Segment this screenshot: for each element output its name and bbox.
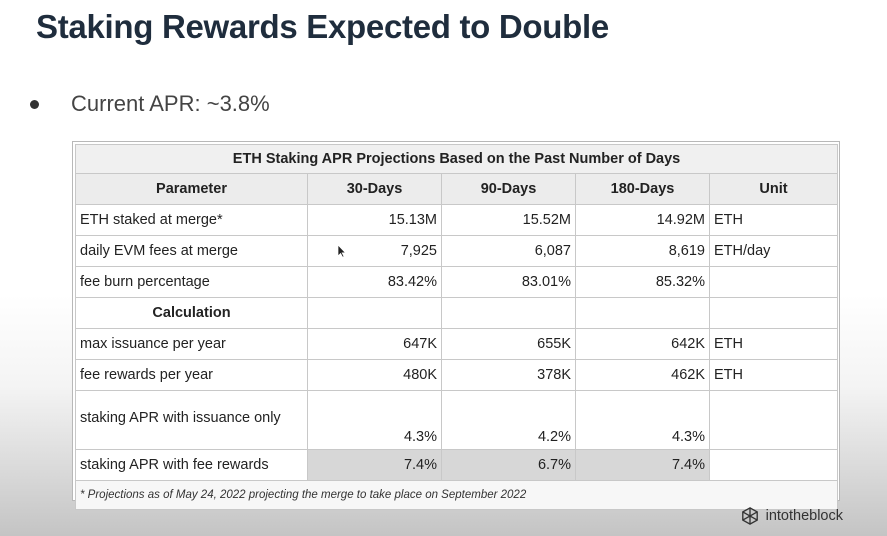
row-parameter: staking APR with issuance only bbox=[75, 390, 308, 450]
row-unit bbox=[708, 266, 839, 298]
table-row: staking APR with fee rewards 7.4% 6.7% 7… bbox=[75, 449, 839, 481]
row-value-180-days: 8,619 bbox=[575, 235, 710, 267]
table-footnote: * Projections as of May 24, 2022 project… bbox=[74, 480, 839, 510]
row-value-90-days: 378K bbox=[441, 359, 576, 391]
row-parameter: ETH staked at merge* bbox=[75, 204, 308, 236]
table-row: ETH staked at merge* 15.13M 15.52M 14.92… bbox=[75, 204, 839, 236]
header-30-days: 30-Days bbox=[307, 173, 442, 205]
empty-cell bbox=[441, 297, 576, 329]
apr-projection-table-container: ETH Staking APR Projections Based on the… bbox=[72, 141, 840, 510]
row-parameter: staking APR with fee rewards bbox=[75, 449, 308, 481]
table-title-row: ETH Staking APR Projections Based on the… bbox=[74, 144, 839, 174]
row-parameter: daily EVM fees at merge bbox=[75, 235, 308, 267]
row-value-180-days: 4.3% bbox=[575, 390, 710, 450]
row-value-30-days: 83.42% bbox=[307, 266, 442, 298]
brand-logo: intotheblock bbox=[741, 507, 843, 525]
mouse-pointer-icon bbox=[337, 244, 346, 258]
slide-title: Staking Rewards Expected to Double bbox=[36, 8, 609, 45]
row-value-90-days: 15.52M bbox=[441, 204, 576, 236]
footnote-row: * Projections as of May 24, 2022 project… bbox=[74, 480, 839, 510]
table-title: ETH Staking APR Projections Based on the… bbox=[74, 144, 839, 174]
row-value-90-days: 6,087 bbox=[441, 235, 576, 267]
row-unit: ETH bbox=[708, 204, 839, 236]
row-unit: ETH bbox=[708, 359, 839, 391]
row-unit bbox=[708, 449, 839, 481]
section-row: Calculation bbox=[75, 297, 839, 329]
empty-cell bbox=[307, 297, 442, 329]
row-value-90-days: 4.2% bbox=[441, 390, 576, 450]
row-unit: ETH bbox=[708, 328, 839, 360]
section-label-calculation: Calculation bbox=[75, 297, 308, 329]
header-90-days: 90-Days bbox=[441, 173, 576, 205]
row-unit: ETH/day bbox=[708, 235, 839, 267]
table-header-row: Parameter 30-Days 90-Days 180-Days Unit bbox=[75, 173, 839, 205]
table-row: max issuance per year 647K 655K 642K ETH bbox=[75, 328, 839, 360]
row-value-90-days: 83.01% bbox=[441, 266, 576, 298]
row-value-180-days: 642K bbox=[575, 328, 710, 360]
header-180-days: 180-Days bbox=[575, 173, 710, 205]
row-value-180-days: 14.92M bbox=[575, 204, 710, 236]
row-parameter: fee burn percentage bbox=[75, 266, 308, 298]
row-parameter: fee rewards per year bbox=[75, 359, 308, 391]
intotheblock-logo-icon bbox=[741, 507, 758, 525]
row-value-30-days: 480K bbox=[307, 359, 442, 391]
table-row: fee burn percentage 83.42% 83.01% 85.32% bbox=[75, 266, 839, 298]
row-value-30-days: 7,925 bbox=[307, 235, 442, 267]
row-unit bbox=[708, 390, 839, 450]
row-value-90-days: 655K bbox=[441, 328, 576, 360]
bullet-item: Current APR: ~3.8% bbox=[30, 88, 270, 120]
table-row: daily EVM fees at merge 7,925 6,087 8,61… bbox=[75, 235, 839, 267]
row-value-90-days: 6.7% bbox=[441, 449, 576, 481]
row-value-180-days: 85.32% bbox=[575, 266, 710, 298]
empty-cell bbox=[708, 297, 839, 329]
row-parameter: max issuance per year bbox=[75, 328, 308, 360]
row-value-30-days: 15.13M bbox=[307, 204, 442, 236]
header-unit: Unit bbox=[708, 173, 839, 205]
row-value-180-days: 462K bbox=[575, 359, 710, 391]
bullet-dot-icon bbox=[30, 99, 39, 109]
empty-cell bbox=[575, 297, 710, 329]
row-value-180-days: 7.4% bbox=[575, 449, 710, 481]
table-row: fee rewards per year 480K 378K 462K ETH bbox=[75, 359, 839, 391]
row-value-30-days: 7.4% bbox=[307, 449, 442, 481]
row-value-30-days: 647K bbox=[307, 328, 442, 360]
table-row: staking APR with issuance only 4.3% 4.2%… bbox=[75, 390, 839, 450]
apr-projection-table: ETH Staking APR Projections Based on the… bbox=[74, 144, 839, 510]
row-value-30-days: 4.3% bbox=[307, 390, 442, 450]
current-apr-text: Current APR: ~3.8% bbox=[71, 91, 270, 116]
brand-name: intotheblock bbox=[765, 508, 843, 524]
header-parameter: Parameter bbox=[75, 173, 308, 205]
